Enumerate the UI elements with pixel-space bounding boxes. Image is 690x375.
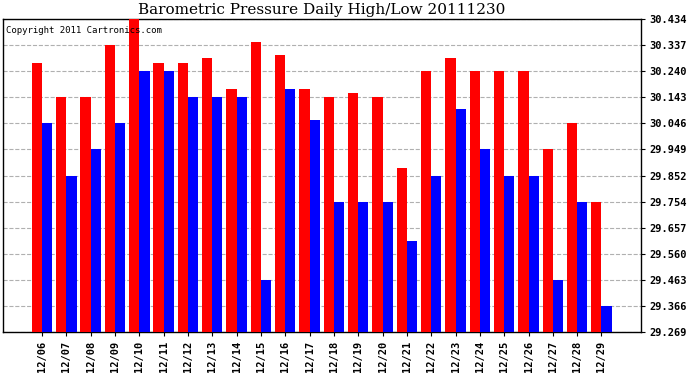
Bar [382,202,393,332]
Title: Barometric Pressure Daily High/Low 20111230: Barometric Pressure Daily High/Low 20111… [138,3,505,17]
Bar [577,202,587,332]
Bar [213,98,222,332]
Bar [90,150,101,332]
Bar [56,98,66,332]
Bar [42,123,52,332]
Bar [397,168,407,332]
Bar [202,58,213,332]
Bar [553,280,563,332]
Bar [455,109,466,332]
Bar [115,123,125,332]
Bar [504,176,515,332]
Bar [178,63,188,332]
Bar [494,71,504,332]
Bar [285,89,295,332]
Bar [445,58,455,332]
Bar [591,202,602,332]
Bar [32,63,42,332]
Bar [373,98,382,332]
Bar [334,202,344,332]
Bar [105,45,115,332]
Bar [518,71,529,332]
Bar [275,55,285,332]
Bar [602,306,612,332]
Bar [529,176,539,332]
Bar [431,176,442,332]
Bar [164,71,174,332]
Bar [188,98,198,332]
Bar [261,280,271,332]
Bar [567,123,577,332]
Bar [358,202,368,332]
Bar [237,98,247,332]
Bar [250,42,261,332]
Bar [81,98,90,332]
Bar [421,71,431,332]
Bar [66,176,77,332]
Text: Copyright 2011 Cartronics.com: Copyright 2011 Cartronics.com [6,26,162,34]
Bar [470,71,480,332]
Bar [348,93,358,332]
Bar [310,120,319,332]
Bar [129,20,139,332]
Bar [324,98,334,332]
Bar [139,71,150,332]
Bar [299,89,310,332]
Bar [153,63,164,332]
Bar [542,150,553,332]
Bar [226,89,237,332]
Bar [480,150,490,332]
Bar [407,241,417,332]
